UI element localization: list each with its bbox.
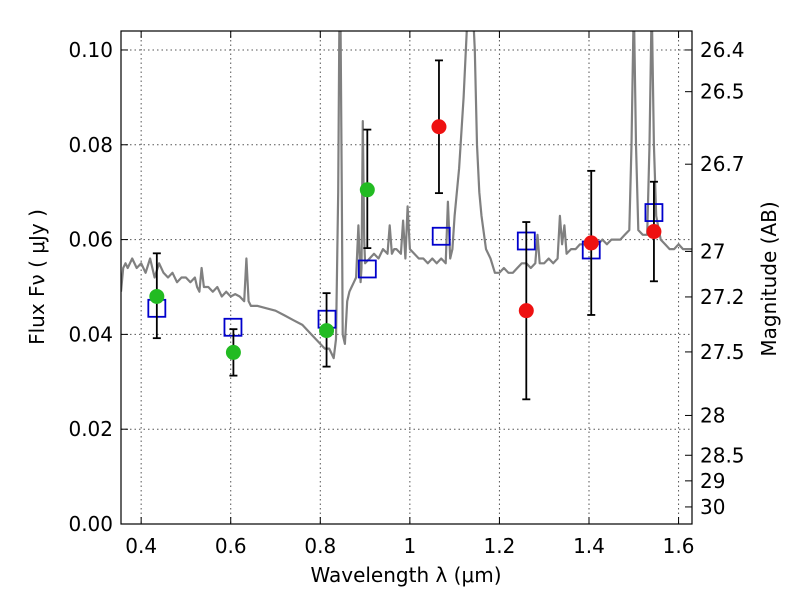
- plot-frame: [120, 30, 693, 525]
- observed-flux-point: [225, 344, 241, 360]
- right-tick-label: 28.5: [700, 443, 745, 467]
- right-tick-label: 26.5: [700, 80, 745, 104]
- x-tick-label: 1: [403, 534, 416, 558]
- right-axis-label: Magnitude (AB): [757, 201, 781, 356]
- observed-flux-point: [149, 288, 165, 304]
- axes-ticks: 0.4 0.6 0.8 1 1.2 1.4 1.6 0.00 0.02 0.04 0.06 0.08 0…: [68, 31, 745, 558]
- right-tick-label: 27.2: [700, 285, 745, 309]
- observed-flux-point: [359, 182, 375, 198]
- right-tick-label: 27.5: [700, 340, 745, 364]
- x-tick-label: 0.4: [125, 534, 157, 558]
- grid: [121, 31, 692, 525]
- y-tick-label: 0.02: [68, 417, 113, 441]
- right-tick-label: 30: [700, 495, 725, 519]
- y-tick-label: 0.06: [68, 228, 113, 252]
- model-photometry-square: [357, 259, 377, 279]
- observed-flux-point: [319, 323, 335, 339]
- plot-area: [121, 31, 692, 401]
- observed-flux-point: [646, 224, 662, 240]
- right-tick-label: 29: [700, 469, 725, 493]
- y-tick-label: 0.00: [68, 512, 113, 536]
- x-tick-label: 0.8: [304, 534, 336, 558]
- x-tick-label: 1.4: [573, 534, 605, 558]
- x-tick-label: 0.6: [215, 534, 247, 558]
- observed-flux-point: [518, 303, 534, 319]
- observed-flux-point: [431, 119, 447, 135]
- y-axis-label: Flux Fν ( μJy ): [25, 209, 49, 345]
- x-tick-label: 1.6: [663, 534, 695, 558]
- right-tick-label: 26.4: [700, 38, 745, 62]
- y-tick-label: 0.08: [68, 133, 113, 157]
- y-tick-label: 0.10: [68, 38, 113, 62]
- right-tick-label: 28: [700, 403, 725, 427]
- x-tick-label: 1.2: [484, 534, 516, 558]
- observed-flux-point: [583, 235, 599, 251]
- right-tick-label: 26.7: [700, 152, 745, 176]
- right-tick-label: 27: [700, 239, 725, 263]
- x-axis-label: Wavelength λ (μm): [310, 563, 501, 587]
- model-photometry-square: [431, 226, 451, 246]
- y-tick-label: 0.04: [68, 322, 113, 346]
